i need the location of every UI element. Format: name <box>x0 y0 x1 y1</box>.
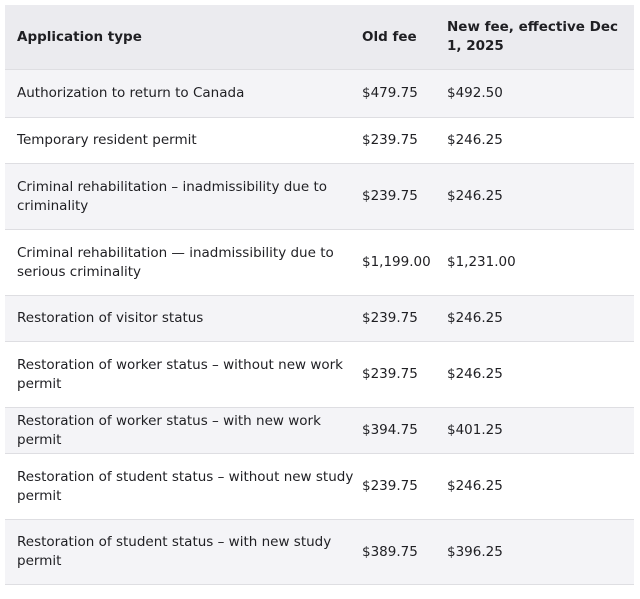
old-fee: $239.75 <box>362 453 447 520</box>
application-type: Restoration of worker status – with new … <box>5 407 362 454</box>
new-fee: $1,231.00 <box>447 229 634 296</box>
application-type: Restoration of worker status – without n… <box>5 341 362 408</box>
application-type: Temporary resident permit <box>5 117 362 164</box>
table-row: Restoration of student status – with new… <box>5 519 634 585</box>
header-row: Application type Old fee New fee, effectiv… <box>5 5 634 70</box>
new-fee: $401.25 <box>447 407 634 454</box>
new-fee: $246.25 <box>447 117 634 164</box>
application-type: Authorization to return to Canada <box>5 69 362 118</box>
application-type: Restoration of visitor status <box>5 295 362 342</box>
old-fee: $479.75 <box>362 69 447 118</box>
new-fee: $246.25 <box>447 341 634 408</box>
table-row: Criminal rehabilitation — inadmissibilit… <box>5 229 634 296</box>
old-fee: $1,199.00 <box>362 229 447 296</box>
new-fee: $246.25 <box>447 295 634 342</box>
table-row: Temporary resident permit $239.75 $246.25 <box>5 117 634 164</box>
old-fee: $239.75 <box>362 117 447 164</box>
application-type: Restoration of student status – with new… <box>5 519 362 585</box>
old-fee: $394.75 <box>362 407 447 454</box>
application-type: Restoration of student status – without … <box>5 453 362 520</box>
table-row: Restoration of worker status – with new … <box>5 407 634 454</box>
old-fee: $239.75 <box>362 163 447 230</box>
new-fee: $246.25 <box>447 163 634 230</box>
header-cell: New fee, effective Dec 1, 2025 <box>447 5 634 70</box>
table-row: Restoration of student status – without … <box>5 453 634 520</box>
table-row: Authorization to return to Canada $479.75… <box>5 69 634 118</box>
old-fee: $389.75 <box>362 519 447 585</box>
table-row: Criminal rehabilitation – inadmissibilit… <box>5 163 634 230</box>
old-fee: $239.75 <box>362 295 447 342</box>
table-row: Restoration of visitor status $239.75 $246… <box>5 295 634 342</box>
fee-table: Application type Old fee New fee, effectiv… <box>5 5 634 585</box>
header-cell: Old fee <box>362 5 447 70</box>
old-fee: $239.75 <box>362 341 447 408</box>
table-row: Restoration of worker status – without n… <box>5 341 634 408</box>
application-type: Criminal rehabilitation – inadmissibilit… <box>5 163 362 230</box>
application-type: Criminal rehabilitation — inadmissibilit… <box>5 229 362 296</box>
table-body: Authorization to return to Canada $479.75… <box>5 69 634 585</box>
header-cell: Application type <box>5 5 362 70</box>
new-fee: $246.25 <box>447 453 634 520</box>
new-fee: $492.50 <box>447 69 634 118</box>
new-fee: $396.25 <box>447 519 634 585</box>
